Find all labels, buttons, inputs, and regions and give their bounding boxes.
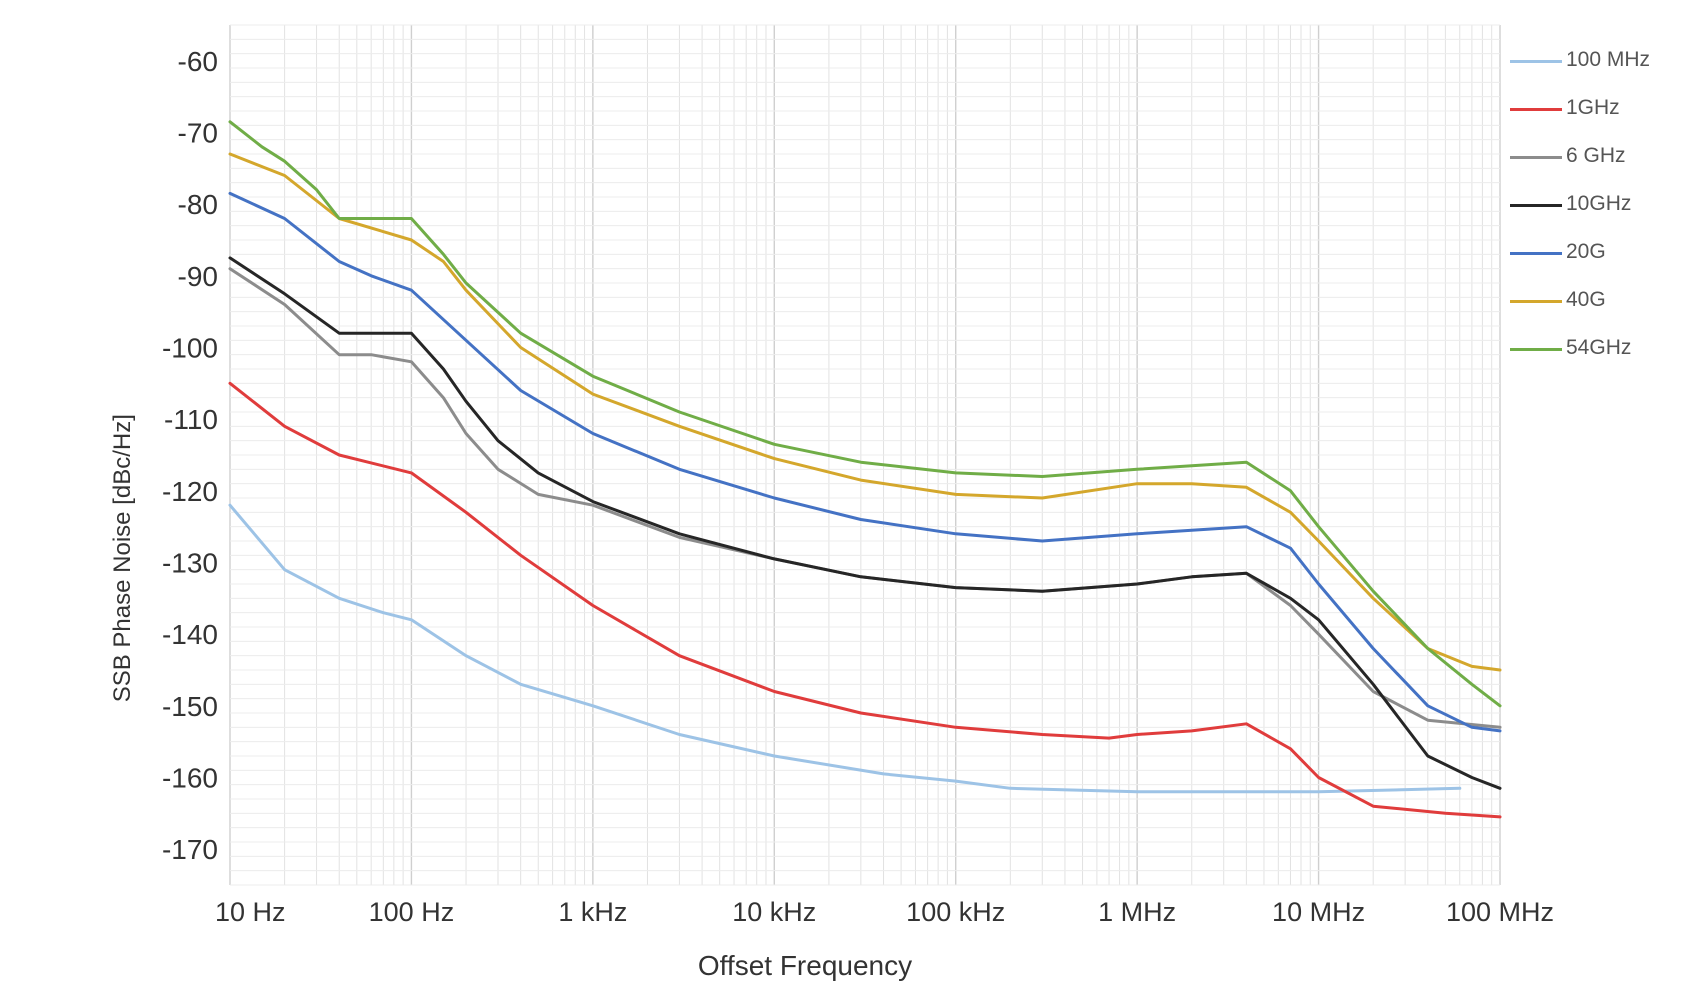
legend-label: 40G — [1566, 288, 1606, 311]
legend-label: 20G — [1566, 240, 1606, 263]
y-axis-label: SSB Phase Noise [dBc/Hz] — [109, 414, 136, 702]
grid — [229, 24, 1501, 886]
y-tick-label: -140 — [162, 619, 218, 650]
series-line-40g — [228, 152, 1502, 672]
y-tick-label: -160 — [162, 763, 218, 794]
y-tick-label: -90 — [178, 261, 218, 292]
y-tick-label: -100 — [162, 333, 218, 364]
legend-label: 1GHz — [1566, 96, 1620, 119]
legend-swatch — [1510, 156, 1562, 159]
legend-label: 10GHz — [1566, 192, 1632, 215]
legend-label: 54GHz — [1566, 336, 1632, 359]
x-axis-ticks: 10 Hz 100 Hz 1 kHz 10 kHz 100 kHz 1 MHz 10 MHz… — [215, 897, 1554, 927]
legend-swatch — [1510, 348, 1562, 351]
legend-swatch — [1510, 108, 1562, 111]
x-axis-label: Offset Frequency — [698, 950, 912, 981]
y-tick-label: -110 — [164, 404, 218, 435]
x-tick-label: 100 kHz — [906, 897, 1005, 927]
y-tick-label: -70 — [178, 118, 218, 149]
legend-swatch — [1510, 60, 1562, 63]
legend-label: 100 MHz — [1566, 48, 1651, 71]
y-axis-ticks: -60 -70 -80 -90 -100 -110 -120 -130 -140 -150 -160… — [162, 46, 218, 865]
series-line-10ghz — [228, 256, 1502, 790]
x-tick-label: 10 MHz — [1272, 897, 1365, 927]
y-tick-label: -130 — [162, 548, 218, 579]
legend-swatch — [1510, 252, 1562, 255]
series-lines — [228, 120, 1502, 819]
x-tick-label: 100 Hz — [369, 897, 455, 927]
y-tick-label: -60 — [178, 46, 218, 77]
legend-label: 6 GHz — [1566, 144, 1626, 167]
y-tick-label: -170 — [162, 834, 218, 865]
series-line-1ghz — [228, 381, 1502, 819]
x-tick-label: 10 kHz — [732, 897, 816, 927]
legend-swatch — [1510, 300, 1562, 303]
y-tick-label: -120 — [162, 476, 218, 507]
x-tick-label: 1 kHz — [558, 897, 627, 927]
legend-swatch — [1510, 204, 1562, 207]
series-line-100-mhz — [228, 503, 1462, 794]
series-line-54ghz — [228, 120, 1502, 708]
x-tick-label: 1 MHz — [1098, 897, 1176, 927]
y-tick-label: -150 — [162, 691, 218, 722]
x-tick-label: 10 Hz — [215, 897, 286, 927]
y-tick-label: -80 — [178, 189, 218, 220]
x-tick-label: 100 MHz — [1446, 897, 1554, 927]
series-line-20g — [228, 191, 1502, 733]
